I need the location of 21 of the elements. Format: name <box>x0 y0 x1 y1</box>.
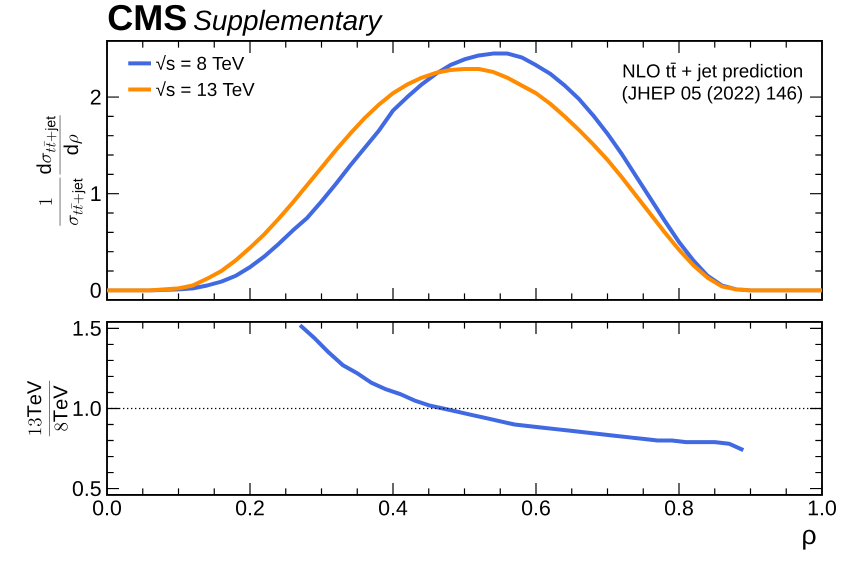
y-tick-label: 1.0 <box>74 400 101 416</box>
y-axis-title: $\frac{13\mathrm{TeV}}{8\mathrm{TeV}}$ <box>27 380 68 436</box>
y-tick-label: 1 <box>91 186 101 202</box>
x-tick-label: 1.0 <box>808 500 836 516</box>
x-tick-label: 0.4 <box>379 500 408 516</box>
chart-subtitle: Supplementary <box>194 10 383 36</box>
y-axis-title: $\frac{1}{\sigma_{t\bar{t}+\mathrm{jet}}}\frac{\mathrm{d}\sigma_{t\bar{t}+\mathrm{jet}}}{\mathrm{d}\rho}$ <box>36 115 86 226</box>
annotation: (JHEP 05 (2022) 146) <box>622 86 802 104</box>
legend-label: √s = 13 TeV <box>156 81 255 96</box>
y-tick-label: 1.5 <box>74 320 101 336</box>
x-axis-title: ρ <box>803 530 816 550</box>
x-tick-label: 0.6 <box>522 500 550 516</box>
annotation: NLO tt̄ + jet prediction <box>624 62 802 82</box>
x-tick-label: 0.2 <box>236 500 264 516</box>
y-tick-label: 0.5 <box>72 481 101 496</box>
x-tick-label: 0.8 <box>665 500 693 516</box>
legend-label: √s = 8 TeV <box>156 55 244 70</box>
y-tick-label: 0 <box>90 282 101 298</box>
chart-title: CMS <box>108 4 186 30</box>
x-tick-label: 0.0 <box>93 500 121 516</box>
y-tick-label: 2 <box>90 90 101 104</box>
